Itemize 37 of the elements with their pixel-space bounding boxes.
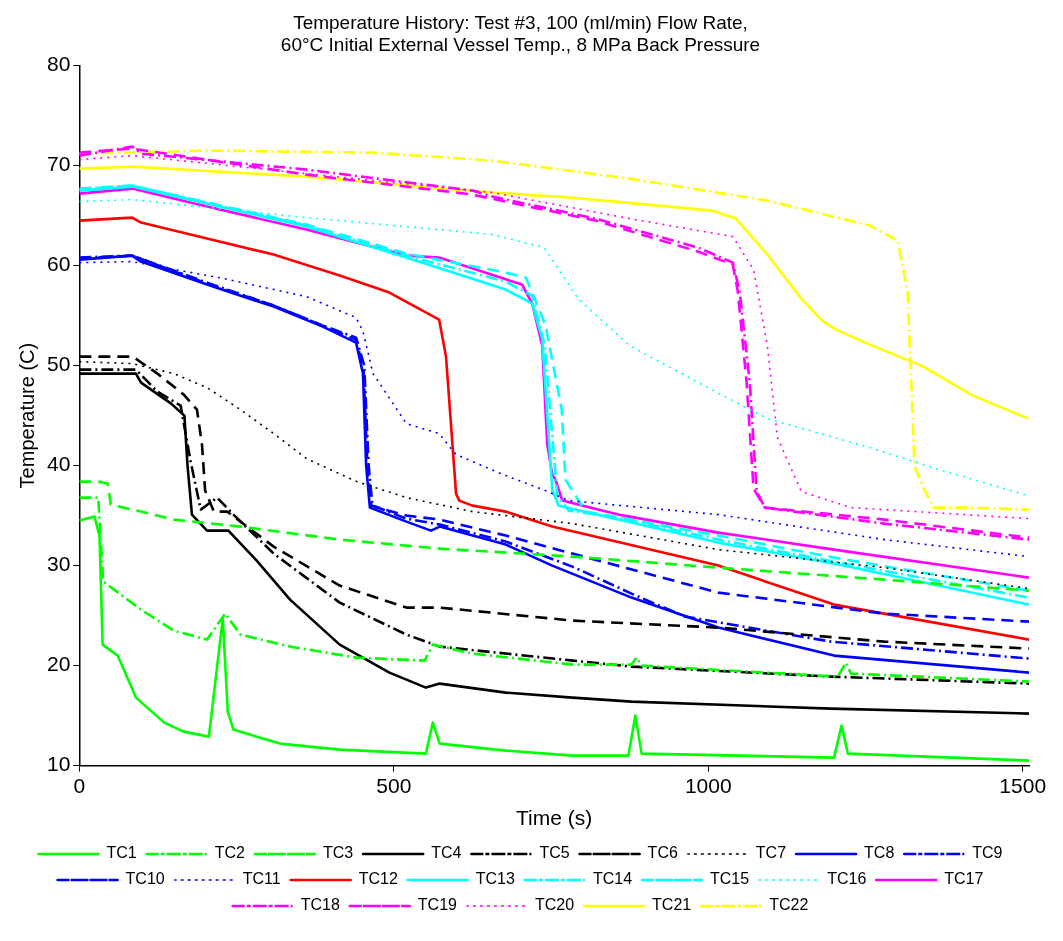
legend-label: TC5: [539, 844, 570, 862]
legend-label: TC16: [827, 870, 867, 888]
legend-label: TC10: [125, 870, 165, 888]
legend-label: TC3: [322, 844, 354, 862]
legend-label: TC4: [431, 844, 462, 862]
x-tick-label: 1500: [999, 774, 1047, 797]
legend-label: TC6: [647, 844, 678, 862]
chart-title: Temperature History: Test #3, 100 (ml/min) Flow Rate, 60°C Initial External Vessel Temp., 8 MPa Back Pressure: [280, 11, 761, 56]
legend-label: TC17: [944, 870, 984, 888]
x-tick-label: 500: [376, 774, 412, 797]
x-tick-label: 1000: [684, 774, 732, 797]
y-axis-title: Temperature (C): [15, 342, 38, 489]
x-tick-label: 0: [73, 774, 86, 797]
y-tick-label: 40: [47, 452, 71, 476]
legend-label: TC7: [755, 844, 787, 862]
legend-label: TC13: [475, 870, 516, 888]
legend-label: TC11: [242, 870, 281, 888]
y-tick-label: 30: [47, 552, 71, 576]
legend-label: TC20: [534, 896, 575, 914]
legend-label: TC9: [972, 844, 1003, 862]
y-tick-label: 80: [47, 52, 71, 76]
legend-label: TC14: [592, 870, 633, 888]
y-tick-label: 60: [47, 252, 71, 276]
legend-label: TC21: [652, 896, 692, 914]
legend-label: TC12: [358, 870, 398, 888]
legend-label: TC18: [300, 896, 340, 914]
legend-label: TC8: [864, 844, 895, 862]
legend-label: TC19: [417, 896, 458, 914]
legend-label: TC22: [769, 896, 809, 914]
y-tick-label: 50: [47, 352, 71, 376]
y-tick-label: 10: [47, 752, 71, 776]
x-axis-title: Time (s): [516, 806, 593, 830]
y-tick-label: 70: [47, 152, 71, 176]
legend-label: TC15: [710, 870, 750, 888]
legend-label: TC2: [214, 844, 246, 862]
legend-label: TC1: [106, 844, 137, 862]
y-tick-label: 20: [47, 652, 71, 676]
